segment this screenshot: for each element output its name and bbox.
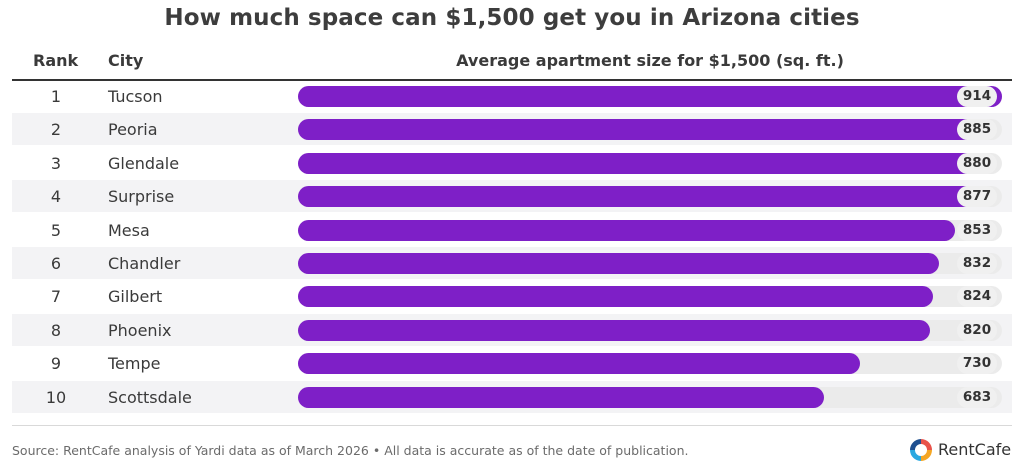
table-row: 6 Chandler 832	[12, 247, 1012, 279]
value-label: 914	[957, 86, 997, 107]
table-row: 7 Gilbert 824	[12, 280, 1012, 312]
rank-cell: 1	[50, 87, 62, 106]
city-label: Tempe	[108, 354, 161, 374]
source-note: Source: RentCafe analysis of Yardi data …	[12, 443, 689, 458]
table-row: 1 Tucson 914	[12, 80, 1012, 112]
bar	[298, 319, 930, 341]
bar	[298, 386, 824, 408]
bar	[298, 286, 933, 308]
rank-cell: 7	[50, 287, 62, 307]
brand-name: RentCafe	[938, 440, 1012, 459]
rank-cell: 6	[50, 254, 62, 273]
value-label: 820	[957, 319, 997, 341]
table-row: 10 Scottsdale 683	[12, 380, 1012, 413]
table-row: 5 Mesa 853	[12, 214, 1012, 246]
value-label: 824	[957, 286, 997, 308]
city-label: Chandler	[108, 254, 181, 273]
value-label: 880	[957, 152, 997, 174]
value-label: 853	[957, 219, 997, 241]
table-row: 9 Tempe 730	[12, 347, 1012, 379]
bar	[298, 353, 860, 375]
rentcafe-logo-icon	[910, 439, 932, 461]
rank-cell: 3	[50, 153, 62, 173]
footer-divider	[12, 425, 1012, 426]
header-divider	[12, 79, 1012, 81]
city-label: Surprise	[108, 187, 175, 207]
value-label: 885	[957, 119, 997, 141]
chart-title: How much space can $1,500 get you in Ari…	[164, 5, 860, 31]
city-label: Peoria	[108, 120, 158, 140]
rank-cell: 4	[50, 187, 62, 207]
bar	[298, 186, 974, 208]
rank-cell: 2	[50, 120, 62, 140]
value-label: 730	[957, 353, 997, 375]
city-label: Glendale	[108, 153, 180, 173]
table-row: 4 Surprise 877	[12, 180, 1012, 213]
city-label: Phoenix	[108, 320, 172, 340]
table-row: 3 Glendale 880	[12, 147, 1012, 179]
city-label: Mesa	[108, 220, 150, 240]
bar	[298, 152, 976, 174]
city-column-header: City	[108, 51, 144, 70]
bar	[298, 119, 980, 141]
metric-column-header: Average apartment size for $1,500 (sq. f…	[456, 51, 844, 70]
bar	[298, 86, 1002, 107]
rank-cell: 10	[45, 387, 67, 407]
city-label: Gilbert	[108, 287, 163, 307]
rank-cell: 9	[50, 354, 62, 374]
city-label: Tucson	[108, 87, 163, 106]
table-row: 2 Peoria 885	[12, 113, 1012, 146]
bar	[298, 253, 939, 274]
rank-column-header: Rank	[33, 51, 79, 70]
rank-cell: 5	[50, 220, 62, 240]
value-label: 832	[957, 253, 997, 274]
table-row: 8 Phoenix 820	[12, 313, 1012, 346]
value-label: 683	[957, 386, 997, 408]
city-label: Scottsdale	[108, 387, 192, 407]
value-label: 877	[957, 186, 997, 208]
rank-cell: 8	[50, 320, 62, 340]
brand-logo: RentCafe	[908, 438, 1018, 462]
bar	[298, 219, 955, 241]
